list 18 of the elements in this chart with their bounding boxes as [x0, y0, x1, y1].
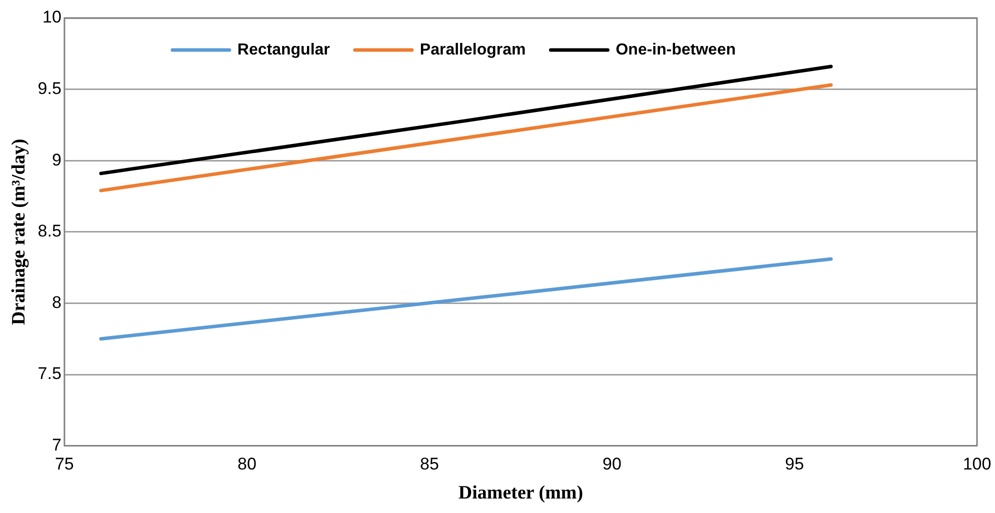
y-tick-label: 7.5	[38, 364, 62, 384]
y-tick-label: 8	[52, 292, 62, 312]
x-tick-label: 75	[54, 454, 74, 474]
y-axis-title: Drainage rate (m³/day)	[8, 138, 30, 325]
y-tick-label: 9	[52, 150, 62, 170]
legend-label: Rectangular	[237, 41, 330, 58]
x-tick-label: 95	[785, 454, 804, 474]
y-tick-label: 8.5	[38, 222, 62, 241]
x-tick-label: 80	[237, 454, 256, 474]
x-tick-label: 85	[420, 454, 439, 474]
x-axis-title: Diameter (mm)	[458, 482, 584, 504]
y-tick-label: 9.5	[38, 78, 62, 98]
x-tick-label: 90	[602, 454, 622, 474]
y-tick-label: 10	[42, 8, 62, 27]
y-tick-label: 7	[52, 435, 62, 454]
legend-label: Parallelogram	[420, 41, 526, 58]
legend-label: One-in-between	[616, 41, 736, 58]
x-tick-label: 100	[962, 454, 992, 474]
